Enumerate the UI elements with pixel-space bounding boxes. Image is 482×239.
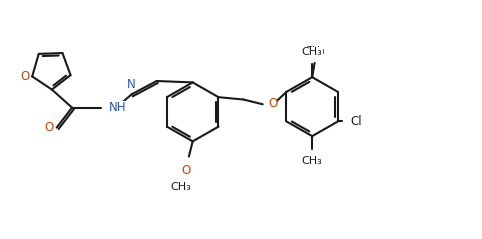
Text: O: O (45, 121, 54, 134)
Text: O: O (268, 97, 277, 110)
Text: CH₃: CH₃ (302, 156, 322, 166)
Text: CH₃: CH₃ (302, 47, 322, 57)
Text: O: O (182, 164, 191, 177)
Text: NH: NH (109, 101, 127, 114)
Text: N: N (127, 78, 136, 91)
Text: CH₃: CH₃ (304, 46, 325, 56)
Text: O: O (20, 70, 29, 83)
Text: Cl: Cl (350, 115, 362, 128)
Text: CH₃: CH₃ (170, 182, 191, 192)
